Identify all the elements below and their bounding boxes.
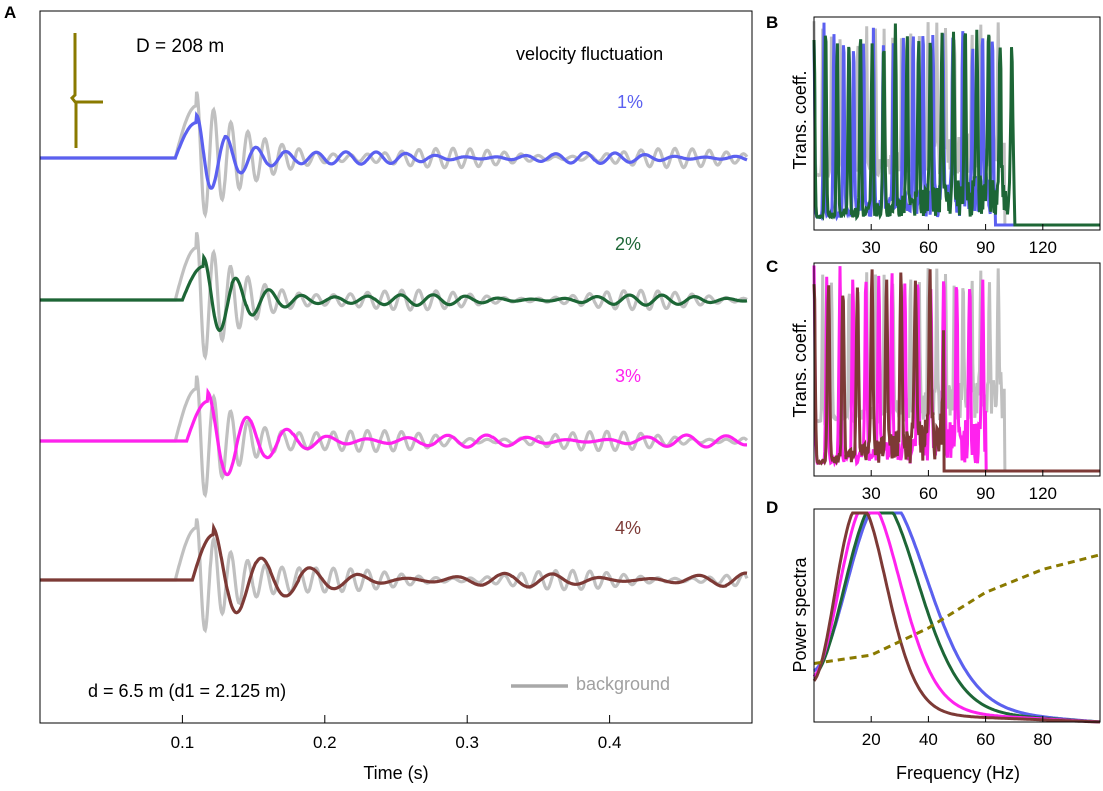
trace-2pct — [40, 252, 748, 333]
c-curves-xtick-label: 90 — [976, 484, 995, 503]
power-spectrum-1pct — [813, 511, 1101, 724]
b-curves-xtick-label: 60 — [919, 238, 938, 257]
panel-b: B 30 60 90 120 Trans. coeff. — [766, 13, 1101, 257]
panel-b-curves — [812, 21, 1100, 227]
b-curves-xtick-label: 30 — [862, 238, 881, 257]
panel-a-x-ticks: 0.1 0.2 0.3 0.4 — [171, 715, 622, 752]
trace-3pct — [40, 387, 747, 477]
panel-d-ylabel: Power spectra — [790, 556, 810, 672]
panel-c-label: C — [766, 257, 778, 276]
panel-a-xlabel: Time (s) — [363, 763, 428, 783]
panel-d-xtick-label: 20 — [862, 730, 881, 749]
velocity-fluctuation-annotation: velocity fluctuation — [516, 44, 663, 64]
c-curves-xtick-label: 120 — [1029, 484, 1057, 503]
panel-d-xtick-label: 60 — [976, 730, 995, 749]
trace-label-2pct: 2% — [615, 234, 641, 254]
d-6-5-annotation: d = 6.5 m (d1 = 2.125 m) — [88, 681, 286, 701]
c-curves-xtick-label: 30 — [862, 484, 881, 503]
panel-a: A 0.1 0.2 0.3 0.4 D = 208 m velocity fluctu… — [4, 3, 753, 783]
panel-c-axes — [813, 262, 1101, 477]
panel-c-x-ticks: 30 60 90 120 — [862, 470, 1057, 503]
power-spectrum-4pct — [812, 511, 1101, 724]
c-curves-xtick-label: 60 — [919, 484, 938, 503]
panel-a-xtick-label: 0.4 — [598, 733, 622, 752]
panel-a-traces — [40, 91, 749, 634]
panel-b-x-ticks: 30 60 90 120 — [862, 224, 1057, 257]
trace-label-3pct: 3% — [615, 366, 641, 386]
panel-a-xtick-label: 0.1 — [171, 733, 195, 752]
panel-b-axes — [813, 16, 1101, 231]
panel-d-label: D — [766, 498, 778, 517]
panel-d-curves — [812, 511, 1101, 724]
panel-d: D 20 40 60 80 Power spectra Frequency (Hz) — [766, 498, 1101, 783]
panel-b-label: B — [766, 13, 778, 32]
trace-label-4pct: 4% — [615, 518, 641, 538]
c-curves-4pct — [812, 269, 1100, 473]
panel-d-x-ticks: 20 40 60 80 — [862, 716, 1052, 749]
power-spectrum-source — [813, 553, 1101, 665]
trace-4pct — [40, 522, 748, 615]
trace-1pct — [40, 111, 748, 190]
panel-a-xtick-label: 0.2 — [313, 733, 337, 752]
legend-background-label: background — [576, 674, 670, 694]
panel-a-axes — [39, 10, 753, 724]
panel-d-xtick-label: 40 — [919, 730, 938, 749]
background-trace-3 — [40, 375, 749, 499]
panel-a-label: A — [4, 3, 16, 22]
panel-d-xtick-label: 80 — [1033, 730, 1052, 749]
b-curves-xtick-label: 90 — [976, 238, 995, 257]
panel-d-xlabel: Frequency (Hz) — [896, 763, 1020, 783]
panel-c-curves — [812, 265, 1100, 473]
panel-a-xtick-label: 0.3 — [455, 733, 479, 752]
source-wavelet — [69, 33, 103, 148]
d-208-annotation: D = 208 m — [136, 36, 224, 57]
source-wavelet-inset — [69, 33, 103, 148]
b-curves-2pct — [812, 23, 1100, 227]
panel-c: C 30 60 90 120 Trans. coeff. — [766, 257, 1101, 503]
panel-d-axes — [813, 508, 1101, 723]
b-curves-xtick-label: 120 — [1029, 238, 1057, 257]
panel-b-ylabel: Trans. coeff. — [790, 70, 810, 169]
panel-c-ylabel: Trans. coeff. — [790, 318, 810, 417]
trace-label-1pct: 1% — [617, 92, 643, 112]
